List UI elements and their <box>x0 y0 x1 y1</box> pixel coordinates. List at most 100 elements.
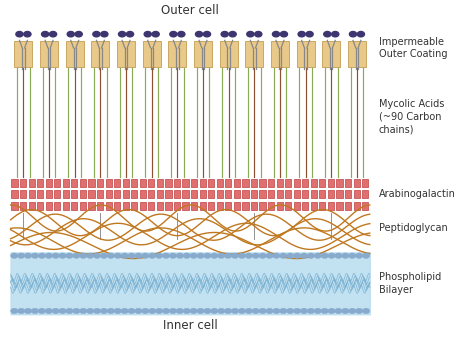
Circle shape <box>31 253 39 258</box>
Bar <box>311 202 317 210</box>
Text: Arabinogalactin: Arabinogalactin <box>379 189 456 199</box>
Bar <box>302 190 309 198</box>
Circle shape <box>142 253 149 258</box>
Circle shape <box>231 253 239 258</box>
Circle shape <box>238 308 246 314</box>
Bar <box>174 179 180 187</box>
Bar <box>114 190 120 198</box>
Circle shape <box>16 32 23 37</box>
Bar <box>200 202 206 210</box>
Bar <box>140 190 146 198</box>
Bar <box>165 179 172 187</box>
Circle shape <box>349 32 356 37</box>
Bar <box>311 179 317 187</box>
Bar <box>319 179 326 187</box>
Circle shape <box>280 253 287 258</box>
Bar <box>54 190 60 198</box>
Text: Peptidoglycan: Peptidoglycan <box>379 223 448 233</box>
Circle shape <box>178 32 185 37</box>
Circle shape <box>176 308 183 314</box>
Circle shape <box>80 308 87 314</box>
Circle shape <box>155 308 163 314</box>
Circle shape <box>306 32 313 37</box>
Bar <box>89 190 95 198</box>
Bar <box>348 41 366 67</box>
Bar <box>345 179 351 187</box>
Circle shape <box>245 253 253 258</box>
Bar <box>345 202 351 210</box>
Bar <box>40 41 58 67</box>
Bar <box>182 179 189 187</box>
Bar <box>28 190 35 198</box>
Bar <box>259 190 265 198</box>
Bar <box>165 202 172 210</box>
Circle shape <box>356 308 363 314</box>
Circle shape <box>24 308 32 314</box>
Circle shape <box>10 308 18 314</box>
Bar <box>208 202 214 210</box>
Bar <box>294 179 300 187</box>
Circle shape <box>163 253 170 258</box>
Circle shape <box>183 308 191 314</box>
Bar <box>97 202 103 210</box>
Bar <box>354 179 360 187</box>
Circle shape <box>204 253 211 258</box>
Bar <box>89 179 95 187</box>
Bar <box>297 41 315 67</box>
Circle shape <box>176 253 183 258</box>
Bar <box>191 202 197 210</box>
Circle shape <box>38 308 46 314</box>
Circle shape <box>135 253 142 258</box>
Circle shape <box>273 308 280 314</box>
Bar <box>123 202 129 210</box>
Circle shape <box>86 253 94 258</box>
Circle shape <box>231 308 239 314</box>
Bar <box>106 179 112 187</box>
Bar <box>80 190 86 198</box>
Circle shape <box>31 308 39 314</box>
Circle shape <box>247 32 254 37</box>
Bar <box>294 202 300 210</box>
Circle shape <box>148 308 156 314</box>
Bar <box>54 202 60 210</box>
Circle shape <box>301 253 308 258</box>
Bar <box>259 202 265 210</box>
Circle shape <box>357 32 365 37</box>
Bar <box>106 190 112 198</box>
Circle shape <box>24 253 32 258</box>
Bar <box>97 179 103 187</box>
Circle shape <box>190 253 197 258</box>
Circle shape <box>259 253 266 258</box>
Bar <box>91 41 109 67</box>
Circle shape <box>118 32 126 37</box>
Circle shape <box>93 253 101 258</box>
Circle shape <box>49 32 56 37</box>
Bar <box>71 202 77 210</box>
Circle shape <box>144 32 151 37</box>
Circle shape <box>224 308 232 314</box>
Circle shape <box>121 253 128 258</box>
Bar <box>117 41 135 67</box>
Bar <box>46 202 52 210</box>
Circle shape <box>259 308 266 314</box>
Circle shape <box>218 308 225 314</box>
Bar <box>131 202 137 210</box>
Circle shape <box>335 253 342 258</box>
Bar <box>106 202 112 210</box>
Bar <box>143 41 161 67</box>
Bar <box>354 190 360 198</box>
Bar <box>217 190 223 198</box>
Circle shape <box>229 32 236 37</box>
Bar <box>131 190 137 198</box>
Bar <box>11 190 18 198</box>
Bar <box>234 190 240 198</box>
Bar <box>182 190 189 198</box>
Bar <box>345 190 351 198</box>
Circle shape <box>307 253 315 258</box>
Circle shape <box>286 253 294 258</box>
Bar <box>114 179 120 187</box>
Circle shape <box>197 308 204 314</box>
Circle shape <box>142 308 149 314</box>
Circle shape <box>75 32 82 37</box>
Circle shape <box>218 253 225 258</box>
